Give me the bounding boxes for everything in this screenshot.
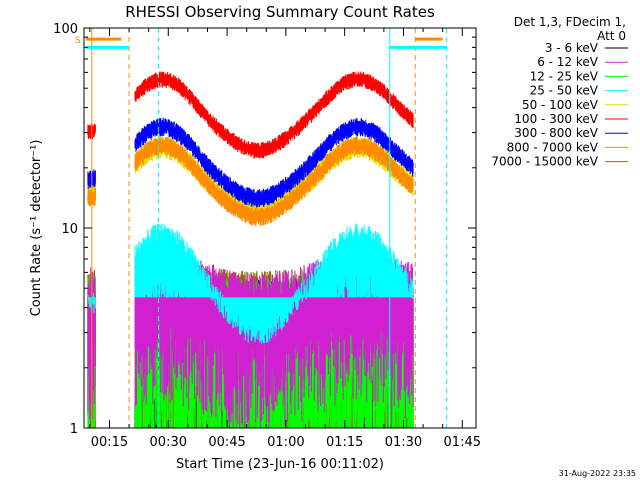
series-800-7000kev-segment-1 bbox=[134, 136, 414, 226]
legend-header-line-1: Det 1,3, FDecim 1, bbox=[514, 15, 626, 29]
y-tick-label: 1 bbox=[70, 422, 78, 437]
y-tick-label: 100 bbox=[53, 22, 78, 37]
legend-label: 50 - 100 keV bbox=[522, 98, 599, 112]
x-tick-label: 00:45 bbox=[208, 435, 245, 450]
legend-header-line-2: Att 0 bbox=[597, 29, 626, 43]
overlay-layer: S bbox=[75, 28, 448, 428]
y-axis-label: Count Rate (s⁻¹ detector⁻¹) bbox=[29, 140, 44, 317]
legend-label: 100 - 300 keV bbox=[514, 112, 598, 126]
saa-flag-label: S bbox=[75, 36, 81, 46]
series-300-800kev-segment-1 bbox=[134, 117, 414, 208]
x-axis-label: Start Time (23-Jun-16 00:11:02) bbox=[176, 457, 384, 472]
legend-label: 6 - 12 keV bbox=[537, 55, 599, 69]
x-tick-label: 00:15 bbox=[91, 435, 128, 450]
legend-label: 800 - 7000 keV bbox=[507, 140, 599, 154]
legend-label: 300 - 800 keV bbox=[514, 126, 598, 140]
y-tick-label: 10 bbox=[61, 222, 78, 237]
series-100-300kev-segment-1 bbox=[134, 71, 414, 159]
legend-label: 25 - 50 keV bbox=[530, 84, 599, 98]
x-tick-label: 00:30 bbox=[150, 435, 187, 450]
x-tick-label: 01:30 bbox=[385, 435, 422, 450]
series-25-50kev-segment-1 bbox=[134, 223, 414, 344]
legend-label: 3 - 6 keV bbox=[545, 41, 599, 55]
data-layer bbox=[87, 71, 414, 428]
chart-title: RHESSI Observing Summary Count Rates bbox=[125, 3, 435, 21]
axis-layer: 00:15 00:30 00:45 01:00 01:15 01:30 01:45 1 10 10… bbox=[53, 22, 481, 450]
x-tick-label: 01:15 bbox=[326, 435, 363, 450]
footer-date: 31-Aug-2022 23:35 bbox=[559, 469, 636, 478]
legend-label: 12 - 25 keV bbox=[530, 69, 599, 83]
x-tick-label: 01:45 bbox=[444, 435, 481, 450]
x-tick-label: 01:00 bbox=[267, 435, 304, 450]
legend-label: 7000 - 15000 keV bbox=[491, 155, 598, 169]
